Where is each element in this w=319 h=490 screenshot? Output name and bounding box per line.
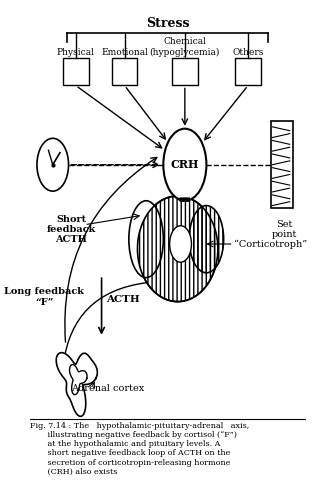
- Text: Short
feedback
ACTH: Short feedback ACTH: [47, 215, 96, 245]
- Text: Stress: Stress: [146, 17, 189, 29]
- Bar: [271, 122, 293, 208]
- Text: Set
point: Set point: [271, 220, 297, 239]
- Text: Long feedback
“F”: Long feedback “F”: [4, 287, 84, 307]
- Text: CRH: CRH: [171, 159, 199, 170]
- Bar: [63, 58, 89, 85]
- Text: Adrenal cortex: Adrenal cortex: [71, 384, 144, 392]
- Circle shape: [163, 129, 206, 201]
- Bar: [235, 58, 261, 85]
- Text: Others: Others: [232, 48, 264, 57]
- Text: Chemical
(hypoglycemia): Chemical (hypoglycemia): [150, 37, 220, 57]
- Circle shape: [37, 138, 69, 191]
- Text: Emotional: Emotional: [101, 48, 148, 57]
- Polygon shape: [56, 353, 97, 416]
- Ellipse shape: [189, 205, 224, 273]
- Text: Physical: Physical: [57, 48, 95, 57]
- Text: Fig. 7.14 : The   hypothalamic-pituitary-adrenal   axis,
       illustrating neg: Fig. 7.14 : The hypothalamic-pituitary-a…: [30, 422, 249, 476]
- Polygon shape: [70, 365, 87, 394]
- Text: ACTH: ACTH: [106, 294, 140, 304]
- Ellipse shape: [137, 196, 218, 302]
- Circle shape: [170, 226, 191, 262]
- Text: “Corticotroph”: “Corticotroph”: [234, 239, 307, 248]
- Ellipse shape: [129, 201, 163, 278]
- Bar: [172, 58, 198, 85]
- Bar: [112, 58, 137, 85]
